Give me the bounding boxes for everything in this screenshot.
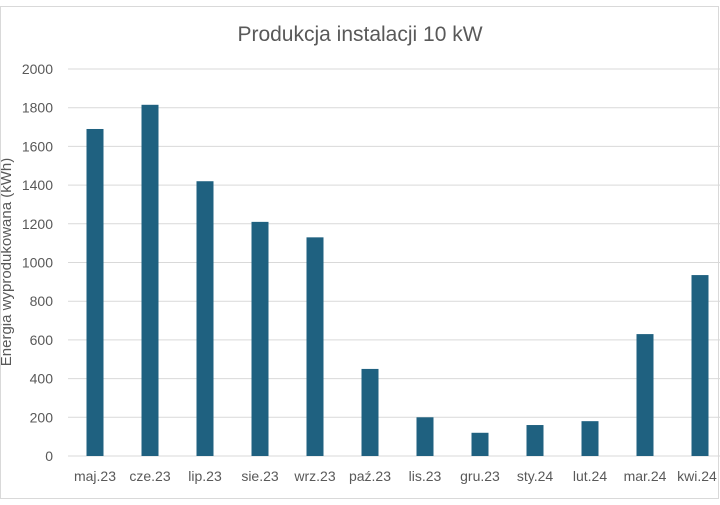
bar: [526, 425, 544, 456]
x-tick-labels: maj.23 cze.23 lip.23 sie.23 wrz.23 paź.23 lis.…: [74, 468, 717, 484]
y-tick-label: 1200: [22, 216, 53, 232]
y-axis-label: Energia wyprodukowana (kWh): [0, 158, 15, 366]
x-tick-label: sty.24: [517, 468, 554, 484]
y-tick-label: 0: [45, 448, 53, 464]
y-tick-label: 1000: [22, 255, 53, 271]
bar: [196, 181, 214, 457]
bar: [141, 104, 159, 457]
x-tick-label: paź.23: [349, 468, 391, 484]
bar: [636, 334, 654, 456]
bar: [251, 221, 269, 456]
x-tick-label: mar.24: [624, 468, 667, 484]
y-tick-label: 200: [30, 409, 54, 425]
y-tick-labels: 0 200 400 600 800 1000 1200 1400 1600 1800 2000: [22, 61, 53, 464]
x-tick-label: lut.24: [573, 468, 607, 484]
bars: [86, 104, 709, 457]
bar: [581, 421, 599, 456]
x-tick-label: lip.23: [188, 468, 222, 484]
y-tick-label: 400: [30, 371, 54, 387]
bar: [416, 417, 434, 456]
y-tick-label: 1400: [22, 177, 53, 193]
y-tick-label: 600: [30, 332, 54, 348]
y-tick-label: 1600: [22, 138, 53, 154]
y-tick-label: 800: [30, 293, 54, 309]
bar: [471, 432, 489, 456]
chart-frame: [0, 6, 719, 499]
x-tick-label: wrz.23: [293, 468, 335, 484]
gridlines: [68, 68, 720, 457]
x-tick-label: gru.23: [460, 468, 500, 484]
chart-title: Produkcja instalacji 10 kW: [237, 23, 482, 46]
bar: [691, 275, 709, 456]
x-tick-label: sie.23: [241, 468, 279, 484]
y-tick-label: 1800: [22, 100, 53, 116]
x-tick-label: lis.23: [409, 468, 442, 484]
bar: [361, 368, 379, 456]
x-tick-label: maj.23: [74, 468, 116, 484]
x-tick-label: cze.23: [129, 468, 170, 484]
y-tick-label: 2000: [22, 61, 53, 77]
bar: [86, 128, 104, 457]
x-tick-label: kwi.24: [677, 468, 717, 484]
bar: [306, 237, 324, 456]
